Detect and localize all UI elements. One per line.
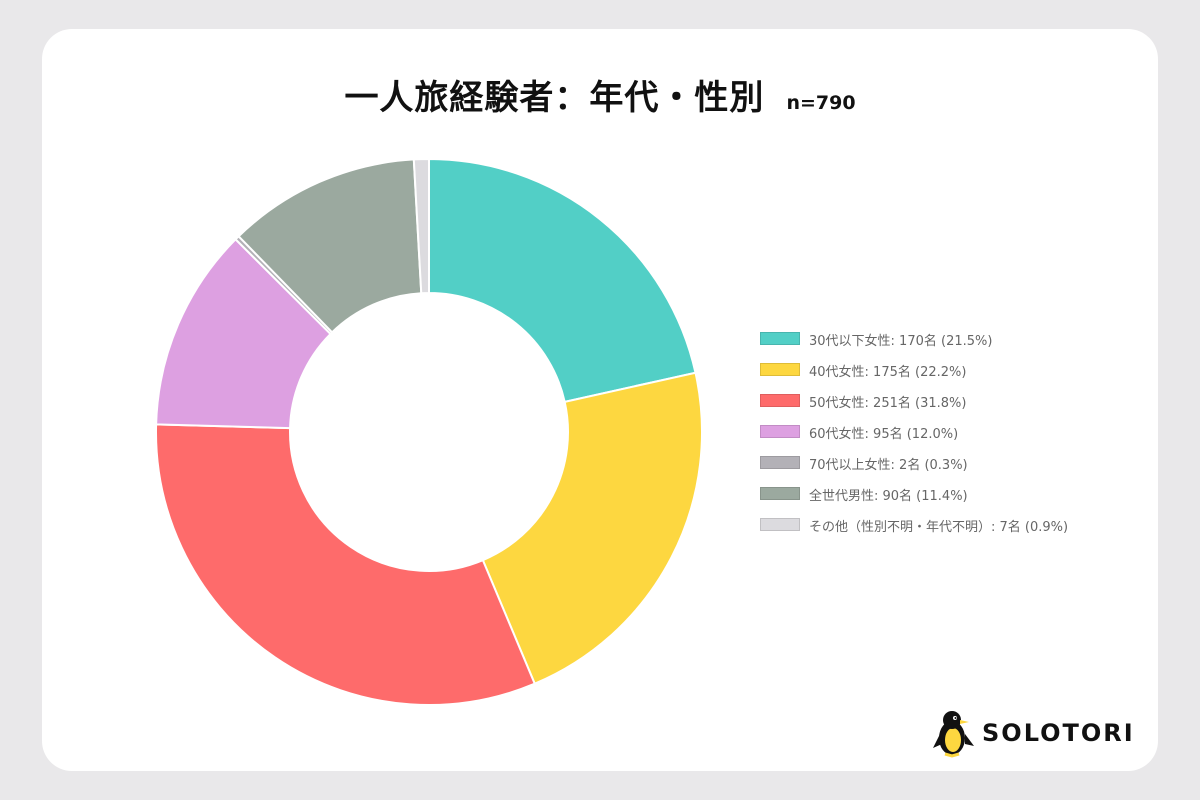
brand-logo: SOLOTORI <box>932 708 1135 758</box>
legend-swatch <box>760 487 800 500</box>
legend-item-7: その他（性別不明・年代不明）: 7名 (0.9%) <box>760 516 1160 547</box>
donut-slice-1 <box>428 157 697 404</box>
chart-legend: 30代以下女性: 170名 (21.5%) 40代女性: 175名 (22.2%)… <box>760 330 1160 547</box>
legend-label: 全世代男性: 90名 (11.4%) <box>809 489 968 504</box>
legend-swatch <box>760 394 800 407</box>
legend-label: 60代女性: 95名 (12.0%) <box>809 427 959 442</box>
legend-item-2: 40代女性: 175名 (22.2%) <box>760 361 1160 392</box>
chart-title-text: 一人旅経験者：年代・性別 <box>344 78 765 118</box>
brand-name: SOLOTORI <box>982 719 1135 747</box>
legend-swatch <box>760 363 800 376</box>
legend-swatch <box>760 456 800 469</box>
legend-swatch <box>760 518 800 531</box>
legend-item-1: 30代以下女性: 170名 (21.5%) <box>760 330 1160 361</box>
legend-item-3: 50代女性: 251名 (31.8%) <box>760 392 1160 423</box>
legend-label: 40代女性: 175名 (22.2%) <box>809 365 967 380</box>
legend-item-6: 全世代男性: 90名 (11.4%) <box>760 485 1160 516</box>
legend-label: 70代以上女性: 2名 (0.3%) <box>809 458 968 473</box>
sample-size: n=790 <box>786 92 856 114</box>
legend-item-5: 70代以上女性: 2名 (0.3%) <box>760 454 1160 485</box>
legend-label: 50代女性: 251名 (31.8%) <box>809 396 967 411</box>
legend-item-4: 60代女性: 95名 (12.0%) <box>760 423 1160 454</box>
legend-swatch <box>760 425 800 438</box>
donut-slice-7 <box>412 157 430 295</box>
donut-slice-3 <box>155 423 537 706</box>
penguin-mascot-icon <box>933 711 974 758</box>
legend-label: 30代以下女性: 170名 (21.5%) <box>809 334 993 349</box>
legend-swatch <box>760 332 800 345</box>
legend-label: その他（性別不明・年代不明）: 7名 (0.9%) <box>809 520 1069 535</box>
donut-slice-2 <box>481 371 703 686</box>
chart-title: 一人旅経験者：年代・性別 n=790 <box>0 70 1200 120</box>
